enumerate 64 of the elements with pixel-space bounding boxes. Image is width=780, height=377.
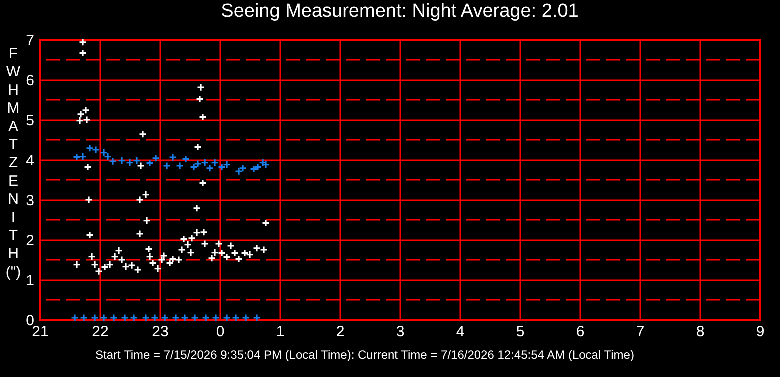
point [152,154,160,162]
point [232,314,240,322]
y-tick-label: 1 [26,272,34,290]
point [160,314,170,322]
point [172,314,180,322]
x-tick-label: 21 [32,324,49,340]
point [150,314,160,322]
point [250,165,258,174]
y-tick-label: 4 [26,152,34,170]
chart-title: Seeing Measurement: Night Average: 2.01 [221,1,579,22]
text: Start Time = 7/15/2026 9:35:04 PM (Local Time): Current Time = 7/16/2026 12:45:54 AM (Local Time) [96,348,634,362]
point [218,163,226,172]
point [162,162,172,170]
x-tick-label: 7 [636,324,645,340]
point [180,314,190,322]
x-tick-label: 4 [456,324,465,340]
point [118,156,126,165]
x-tick-label: 5 [516,324,525,340]
point [100,148,108,157]
x-tick-label: 0 [216,324,225,340]
point [234,168,244,176]
y-tick-label: 7 [26,32,34,50]
x-tick-label: 6 [576,324,585,340]
x-tick-label: 3 [396,324,405,340]
point [202,314,210,322]
y-tick-label: 2 [26,232,34,250]
point [70,314,80,322]
y-tick-label: 6 [26,72,34,90]
point [110,314,118,322]
y-tick-label: 5 [26,112,34,130]
point [90,314,100,322]
point [130,314,138,322]
point [252,314,262,322]
x-tick-label: 1 [276,324,285,340]
point [238,164,248,172]
point [126,158,134,167]
point [132,156,142,165]
y-tick-label: 3 [26,192,34,210]
point [194,160,202,168]
point [80,314,88,322]
y-tick-label: 0 [26,312,34,330]
point [146,159,154,168]
x-tick-label: 8 [696,324,705,340]
point [212,314,220,322]
x-tick-label: 9 [756,324,765,340]
x-tick-label: 23 [152,324,169,340]
point [210,158,220,167]
point [168,154,178,162]
point [182,155,190,164]
point [242,314,250,322]
point [222,160,232,169]
point [78,152,88,161]
point [142,314,150,322]
text: FWHM AT ZENITH (") [6,46,22,281]
point [176,162,184,170]
x-tick-label: 2 [336,324,345,340]
point [254,163,262,172]
point [100,314,108,322]
point [190,163,198,172]
x-tick-label: 22 [92,324,109,340]
point [222,314,232,322]
point [190,314,200,322]
point [120,314,130,322]
point [72,153,82,162]
